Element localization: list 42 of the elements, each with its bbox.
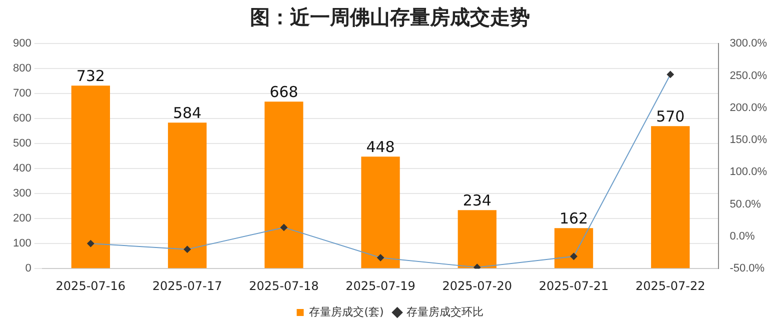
- x-tick-label: 2025-07-21: [538, 278, 609, 293]
- y-tick-label: 900: [12, 38, 32, 50]
- y-tick-label: 400: [12, 162, 32, 175]
- data-label: 162: [559, 209, 588, 228]
- y-tick-label: 200: [12, 212, 32, 225]
- data-label: 732: [76, 66, 105, 85]
- chart-title: 图：近一周佛山存量房成交走势: [249, 4, 531, 31]
- bar: [264, 102, 304, 268]
- x-tick-label: 2025-07-19: [346, 278, 416, 293]
- y2-tick-label: 100.0%: [730, 166, 768, 178]
- y2-tick-label: 300.0%: [730, 38, 768, 50]
- bar: [361, 156, 400, 268]
- y2-tick-label: 250.0%: [730, 70, 768, 82]
- y-tick-label: 800: [12, 62, 32, 75]
- y-tick-label: 0: [25, 262, 32, 275]
- data-label: 668: [270, 82, 298, 101]
- y-tick-label: 700: [12, 88, 32, 100]
- data-label: 570: [656, 107, 685, 126]
- y-tick-label: 100: [12, 238, 32, 250]
- y-tick-label: 300: [12, 188, 32, 200]
- y-tick-label: 600: [12, 112, 32, 125]
- data-label: 584: [172, 104, 202, 122]
- y2-tick-label: -50.0%: [730, 262, 765, 275]
- bar: [554, 228, 594, 268]
- bar: [651, 126, 690, 268]
- x-tick-label: 2025-07-22: [636, 278, 706, 293]
- y2-tick-label: 200.0%: [730, 102, 768, 114]
- bar: [71, 86, 110, 268]
- x-tick-label: 2025-07-20: [442, 278, 512, 293]
- data-label: 234: [462, 191, 492, 210]
- data-label: 448: [366, 138, 395, 156]
- legend-label: 存量房成交环比: [406, 305, 484, 318]
- y2-tick-label: 50.0%: [730, 198, 762, 210]
- bar: [168, 122, 207, 268]
- x-tick-label: 2025-07-16: [56, 278, 126, 293]
- x-tick-label: 2025-07-17: [152, 278, 222, 293]
- y-tick-label: 500: [12, 138, 32, 150]
- legend-label: 存量房成交(套): [309, 305, 384, 318]
- y2-tick-label: 150.0%: [730, 134, 768, 146]
- bar: [458, 210, 496, 268]
- x-tick-label: 2025-07-18: [249, 278, 319, 293]
- y2-tick-label: 0.0%: [730, 230, 755, 242]
